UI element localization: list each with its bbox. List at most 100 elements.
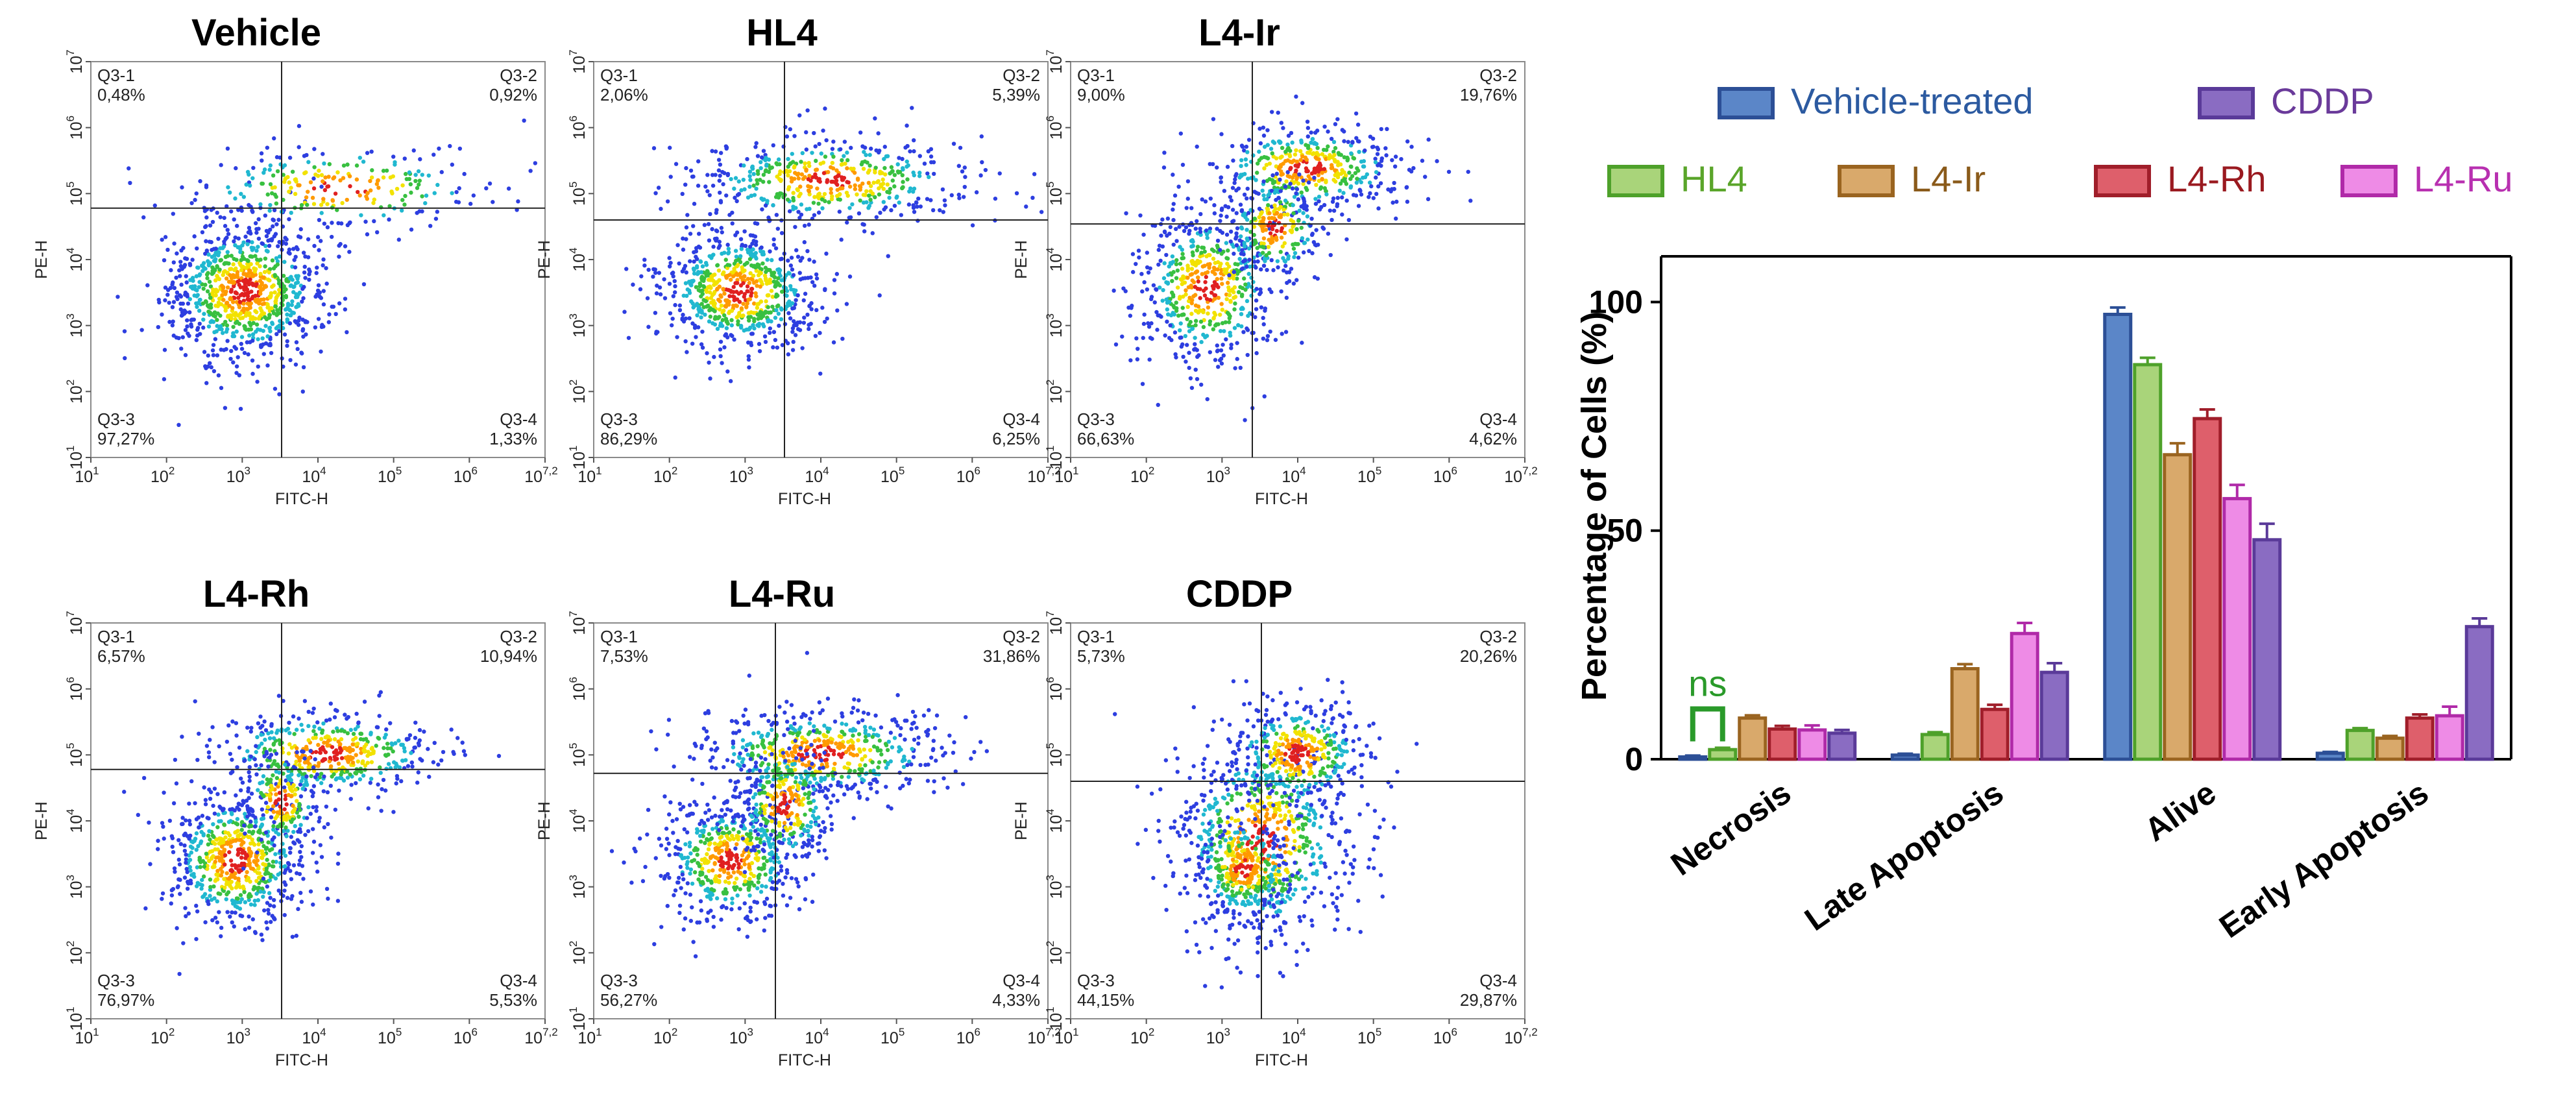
panel-title: L4-Ru — [729, 573, 835, 615]
legend-swatch — [2198, 87, 2255, 119]
y-tick-label: 105 — [1044, 743, 1065, 767]
y-tick-label: 106 — [64, 116, 86, 140]
x-tick-label: 101 — [577, 465, 601, 486]
legend-swatch — [2340, 165, 2398, 197]
x-tick-label: 104 — [1282, 1026, 1306, 1047]
x-tick-label: 107,2 — [524, 465, 557, 486]
x-tick-label: 105 — [378, 1026, 402, 1047]
density-dots — [115, 118, 538, 428]
density-dots — [609, 651, 990, 958]
legend: Vehicle-treated CDDP HL4 L4-Ir L4-Rh L4-Ru — [1607, 80, 2513, 199]
quadrant-q2-value: 20,26% — [1460, 646, 1517, 666]
x-tick-label: 104 — [302, 1026, 326, 1047]
y-tick-label: 103 — [64, 313, 86, 337]
quadrant-q3-value: 76,97% — [97, 990, 154, 1010]
bar — [2103, 312, 2133, 761]
plot-frame — [593, 61, 1049, 458]
x-tick-label: 102 — [653, 465, 677, 486]
category-label: Early Apoptosis — [2213, 774, 2435, 945]
x-tick-label: 106 — [1433, 465, 1457, 486]
quadrant-q4-label: Q3-4 — [500, 971, 537, 990]
bar — [1890, 753, 1920, 761]
quadrant-q4-label: Q3-4 — [1479, 409, 1517, 429]
x-tick-label: 105 — [378, 465, 402, 486]
bar — [2375, 737, 2405, 761]
x-axis-label: FITC-H — [778, 1051, 831, 1069]
y-tick-label: 104 — [64, 247, 86, 271]
flow-panel-l4-rh: L4-Rh Q3-16,57% Q3-210,94% Q3-376,97% Q3-45,… — [32, 573, 558, 1069]
quadrant-q4-value: 4,33% — [992, 990, 1040, 1010]
y-tick-label: 105 — [1044, 182, 1065, 206]
panel-title: L4-Ir — [1198, 12, 1280, 54]
x-tick-label: 104 — [302, 465, 326, 486]
x-axis-label: FITC-H — [778, 490, 831, 508]
bar — [2133, 363, 2163, 761]
quadrant-q4-label: Q3-4 — [1479, 971, 1517, 990]
bar — [2464, 625, 2494, 761]
x-tick-label: 104 — [805, 465, 829, 486]
y-tick-label: 105 — [567, 182, 589, 206]
x-tick-label: 103 — [1206, 465, 1230, 486]
legend-label: Vehicle-treated — [1791, 80, 2034, 121]
bar — [2010, 631, 2039, 761]
x-axis-label: FITC-H — [1255, 1051, 1308, 1069]
y-tick-label: 107 — [64, 49, 86, 73]
bar — [1678, 755, 1708, 761]
x-tick-label: 105 — [881, 1026, 905, 1047]
x-tick-label: 104 — [1282, 465, 1306, 486]
y-axis-label: PE-H — [535, 801, 553, 840]
x-tick-label: 102 — [653, 1026, 677, 1047]
quadrant-q4-value: 29,87% — [1460, 990, 1517, 1010]
x-axis-label: FITC-H — [275, 490, 328, 508]
y-tick-label: 105 — [64, 182, 86, 206]
ns-annotation: ns — [1688, 663, 1727, 704]
quadrant-q3-label: Q3-3 — [1077, 971, 1115, 990]
bar — [1708, 748, 1738, 761]
bar — [2435, 714, 2464, 761]
bar — [2315, 751, 2345, 761]
x-tick-label: 103 — [226, 465, 250, 486]
quadrant-q4-label: Q3-4 — [500, 409, 537, 429]
flow-panel-vehicle: VehicleQ3-10,48%Q3-20,92%Q3-397,27%Q3-41… — [32, 12, 558, 508]
panel-title: L4-Rh — [203, 573, 310, 615]
quadrant-q4-value: 1,33% — [489, 429, 537, 448]
bar — [1950, 667, 1980, 761]
y-tick-label: 50 — [1607, 513, 1643, 549]
y-tick-label: 107 — [567, 49, 589, 73]
y-tick-label: 101 — [64, 1006, 86, 1030]
y-tick-label: 103 — [64, 875, 86, 899]
y-tick-label: 100 — [1589, 284, 1643, 320]
quadrant-q2-label: Q3-2 — [1479, 627, 1517, 646]
plot-frame — [593, 622, 1049, 1019]
y-tick-label: 101 — [567, 445, 589, 469]
legend-swatch — [2094, 165, 2151, 197]
quadrant-q1-value: 9,00% — [1077, 85, 1125, 104]
category-label: Late Apoptosis — [1798, 774, 2010, 938]
quadrant-q1-label: Q3-1 — [1077, 627, 1115, 646]
density-dots — [1112, 94, 1473, 422]
bar — [1738, 716, 1768, 761]
y-tick-label: 102 — [1044, 380, 1065, 404]
y-tick-label: 104 — [1044, 809, 1065, 833]
x-tick-label: 106 — [1433, 1026, 1457, 1047]
x-tick-label: 101 — [75, 465, 99, 486]
quadrant-q4-label: Q3-4 — [1002, 409, 1040, 429]
bar — [2039, 670, 2069, 761]
quadrant-q3-value: 66,63% — [1077, 429, 1134, 448]
y-tick-label: 107 — [1044, 611, 1065, 635]
quadrant-q4-value: 4,62% — [1469, 429, 1517, 448]
y-tick-label: 104 — [567, 247, 589, 271]
density-dots — [122, 690, 502, 977]
bar — [1768, 727, 1797, 761]
quadrant-q2-value: 10,94% — [480, 646, 537, 666]
bar — [2222, 496, 2252, 761]
panel-title: Vehicle — [191, 12, 321, 54]
x-tick-label: 106 — [956, 465, 980, 486]
quadrant-q1-value: 6,57% — [97, 646, 145, 666]
bar — [1980, 707, 2010, 761]
quadrant-q1-label: Q3-1 — [600, 627, 638, 646]
quadrant-q3-value: 56,27% — [600, 990, 657, 1010]
y-tick-label: 101 — [1044, 445, 1065, 469]
category-label: Necrosis — [1664, 774, 1797, 883]
